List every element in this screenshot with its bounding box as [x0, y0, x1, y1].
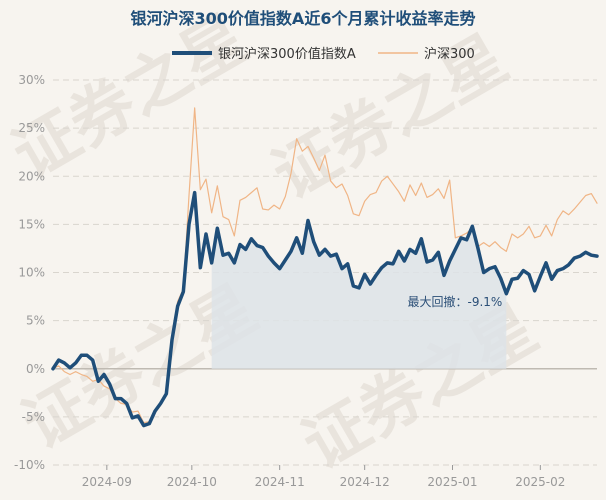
chart-title: 银河沪深300价值指数A近6个月累计收益率走势	[131, 9, 476, 28]
y-tick-label: 30%	[18, 73, 45, 87]
x-axis: 2024-09 2024-10 2024-11 2024-12 2025-01 2025-…	[82, 465, 565, 489]
annotations: 最大回撤：-9.1%	[408, 294, 503, 309]
x-tick-label: 2024-09	[82, 475, 132, 489]
legend-label-fund: 银河沪深300价值指数A	[218, 46, 356, 62]
watermark-text-1: 证券之星	[1, 2, 260, 194]
y-tick-label: -5%	[22, 410, 45, 424]
max-drawdown-label: 最大回撤：-9.1%	[408, 294, 503, 309]
legend-label-index: 沪深300	[424, 46, 475, 62]
x-tick-label: 2024-11	[255, 475, 305, 489]
legend: 银河沪深300价值指数A 沪深300	[172, 46, 475, 62]
y-tick-label: 0%	[26, 362, 45, 376]
drawdown-area	[211, 220, 507, 369]
x-tick-label: 2025-02	[515, 475, 565, 489]
y-tick-label: 25%	[18, 121, 45, 135]
y-tick-label: 5%	[26, 314, 45, 328]
y-tick-label: 15%	[18, 217, 45, 231]
drawdown-fill	[211, 220, 507, 369]
y-axis: -10% -5% 0% 5% 10% 15% 20% 25% 30%	[14, 73, 45, 472]
x-tick-label: 2025-01	[427, 475, 477, 489]
series-line-fund	[51, 190, 599, 428]
y-tick-label: -10%	[14, 458, 45, 472]
y-tick-label: 20%	[18, 169, 45, 183]
series	[51, 107, 599, 428]
x-tick-label: 2024-10	[167, 475, 217, 489]
y-tick-label: 10%	[18, 266, 45, 280]
x-tick-label: 2024-12	[340, 475, 390, 489]
